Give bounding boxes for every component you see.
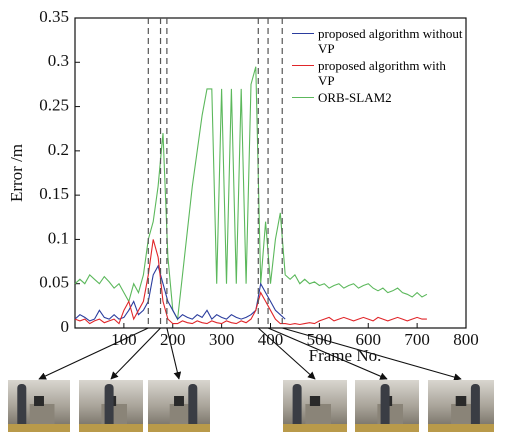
legend-label: proposed algorithm without VP bbox=[318, 26, 463, 56]
photo-floor bbox=[283, 424, 347, 432]
series-line bbox=[74, 264, 286, 322]
y-axis-label: Error /m bbox=[7, 144, 26, 202]
y-tick-label: 0.3 bbox=[48, 51, 69, 70]
legend-entry: ORB-SLAM2 bbox=[288, 90, 464, 105]
y-tick-label: 0 bbox=[61, 317, 70, 336]
photo-person bbox=[188, 384, 198, 430]
x-tick-label: 300 bbox=[209, 330, 235, 349]
x-tick-label: 500 bbox=[307, 330, 333, 349]
legend-swatch bbox=[292, 33, 314, 34]
photo-person bbox=[17, 384, 27, 430]
arrow bbox=[267, 327, 388, 380]
photo bbox=[428, 380, 494, 432]
y-tick-label: 0.2 bbox=[48, 140, 69, 159]
legend: proposed algorithm without VP proposed al… bbox=[288, 26, 464, 107]
y-tick-label: 0.15 bbox=[39, 184, 69, 203]
photo-person bbox=[292, 384, 302, 430]
y-tick-label: 0.05 bbox=[39, 273, 69, 292]
x-tick-label: 200 bbox=[160, 330, 186, 349]
photo-floor bbox=[428, 424, 494, 432]
series-line bbox=[74, 239, 427, 326]
photo-floor bbox=[355, 424, 419, 432]
series-line bbox=[74, 66, 428, 321]
photo-screen bbox=[34, 396, 44, 406]
y-tick-label: 0.25 bbox=[39, 95, 69, 114]
arrow bbox=[38, 327, 149, 380]
photo bbox=[283, 380, 347, 432]
legend-swatch bbox=[292, 97, 314, 98]
photo-floor bbox=[8, 424, 70, 432]
photo bbox=[8, 380, 70, 432]
photo-person bbox=[470, 384, 480, 430]
photo bbox=[355, 380, 419, 432]
legend-label: ORB-SLAM2 bbox=[318, 90, 392, 105]
photo-person bbox=[104, 384, 114, 430]
photo bbox=[79, 380, 143, 432]
photo-floor bbox=[79, 424, 143, 432]
arrow bbox=[166, 327, 182, 380]
photo bbox=[148, 380, 210, 432]
y-tick-label: 0.35 bbox=[39, 7, 69, 26]
x-tick-label: 800 bbox=[453, 330, 479, 349]
photo-person bbox=[380, 384, 390, 430]
photo-desk bbox=[305, 404, 331, 424]
photo-screen bbox=[309, 396, 321, 406]
x-tick-label: 700 bbox=[404, 330, 430, 349]
legend-entry: proposed algorithm with VP bbox=[288, 58, 464, 88]
legend-entry: proposed algorithm without VP bbox=[288, 26, 464, 56]
photo-screen bbox=[174, 396, 184, 406]
arrow bbox=[257, 327, 316, 380]
x-tick-label: 600 bbox=[356, 330, 382, 349]
y-tick-label: 0.1 bbox=[48, 228, 69, 247]
photo-floor bbox=[148, 424, 210, 432]
arrow bbox=[282, 327, 462, 381]
legend-label: proposed algorithm with VP bbox=[318, 58, 446, 88]
photo-screen bbox=[455, 396, 467, 406]
legend-swatch bbox=[292, 65, 314, 66]
arrow bbox=[110, 327, 161, 380]
photo-desk bbox=[29, 404, 55, 424]
